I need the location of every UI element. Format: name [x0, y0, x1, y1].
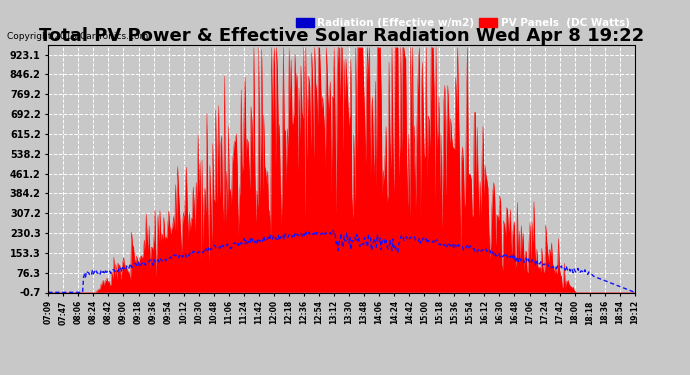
- Legend: Radiation (Effective w/m2), PV Panels  (DC Watts): Radiation (Effective w/m2), PV Panels (D…: [295, 18, 629, 28]
- Title: Total PV Power & Effective Solar Radiation Wed Apr 8 19:22: Total PV Power & Effective Solar Radiati…: [39, 27, 644, 45]
- Text: Copyright 2015 Cartronics.com: Copyright 2015 Cartronics.com: [7, 32, 148, 41]
